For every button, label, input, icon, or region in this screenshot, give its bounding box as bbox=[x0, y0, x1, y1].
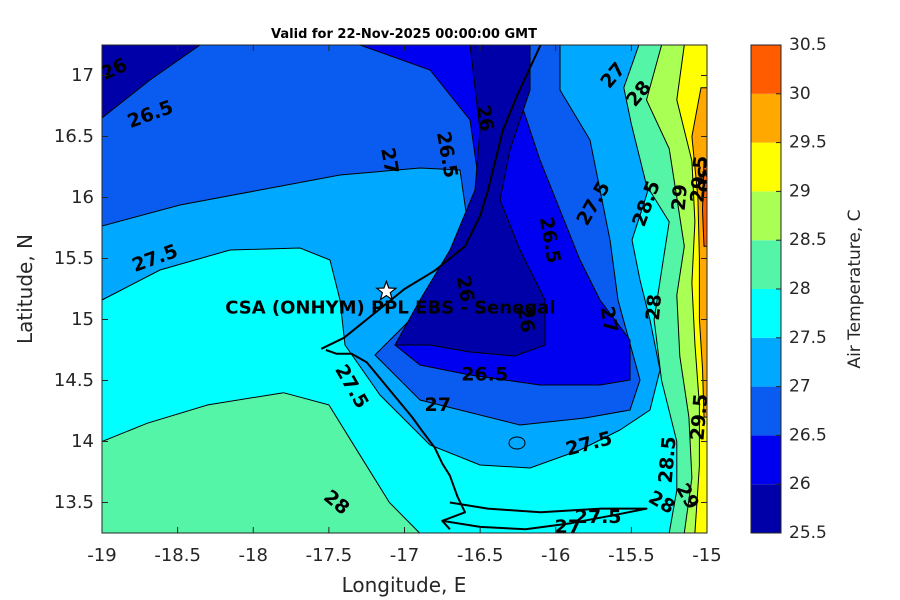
band-25-5-center bbox=[394, 45, 546, 357]
colorbar-tick-label: 27 bbox=[789, 377, 811, 397]
colorbar-swatch bbox=[751, 191, 781, 241]
contour-label: 28.5 bbox=[655, 435, 681, 484]
colorbar-tick-label: 27.5 bbox=[789, 328, 827, 348]
colorbar-swatch bbox=[751, 45, 781, 94]
y-tick-label: 14.5 bbox=[54, 370, 94, 391]
colorbar-tick-label: 26.5 bbox=[789, 425, 827, 445]
country-border bbox=[320, 45, 542, 350]
contour-label: 27.5 bbox=[575, 506, 622, 528]
contour-label: 26 bbox=[472, 103, 498, 133]
colorbar-label: Air Temperature, C bbox=[845, 209, 865, 368]
colorbar-tick-label: 28.5 bbox=[789, 230, 827, 250]
band-25-5-north bbox=[102, 45, 201, 119]
colorbar: 25.5 26 26.5 27 27.5 28 28.5 29 29.5 30 30.5 bbox=[750, 35, 827, 543]
colorbar-tick-label: 30.5 bbox=[789, 35, 827, 55]
contour-band-28 bbox=[102, 392, 421, 533]
contour-label: 27 bbox=[425, 394, 451, 416]
coastline bbox=[325, 349, 466, 530]
chart-title: Valid for 22-Nov-2025 00:00:00 GMT bbox=[271, 27, 537, 42]
colorbar-swatch bbox=[751, 435, 781, 485]
x-tick-label: -15 bbox=[692, 545, 721, 566]
x-tick-label: -19 bbox=[87, 545, 116, 566]
contour-label: 30 bbox=[693, 166, 715, 192]
y-axis-label: Latitude, N bbox=[13, 234, 37, 344]
colorbar-tick-label: 29.5 bbox=[789, 133, 827, 153]
x-tick-label: -17.5 bbox=[306, 545, 353, 566]
contour-label: 29 bbox=[668, 183, 692, 211]
site-star-icon bbox=[375, 279, 398, 301]
colorbar-tick-label: 26 bbox=[789, 474, 811, 494]
site-label: CSA (ONHYM) PPL EBS - Senegal bbox=[225, 297, 555, 318]
y-tick-label: 17 bbox=[71, 65, 94, 86]
contour-label: 26 bbox=[452, 274, 478, 304]
x-tick-label: -15.5 bbox=[608, 545, 655, 566]
contour-label: 26 bbox=[512, 305, 538, 335]
colorbar-swatch bbox=[751, 484, 781, 533]
y-tick-label: 16.5 bbox=[54, 126, 94, 147]
gambia-outline bbox=[442, 501, 648, 531]
y-tick-label: 15 bbox=[71, 309, 94, 330]
contour-label: 29.5 bbox=[686, 155, 712, 204]
contour-label: 27 bbox=[555, 516, 581, 538]
x-tick-label: -16.5 bbox=[457, 545, 504, 566]
y-tick-label: 16 bbox=[71, 187, 94, 208]
colorbar-tick-label: 28 bbox=[789, 279, 811, 299]
colorbar-swatch bbox=[751, 337, 781, 387]
colorbar-tick-label: 25.5 bbox=[789, 523, 827, 543]
colorbar-swatch bbox=[751, 142, 781, 192]
contour-island bbox=[508, 436, 526, 450]
x-tick-label: -17 bbox=[390, 545, 419, 566]
y-tick-label: 15.5 bbox=[54, 248, 94, 269]
colorbar-tick-label: 29 bbox=[789, 181, 811, 201]
x-tick-label: -18.5 bbox=[154, 545, 201, 566]
x-tick-label: -18 bbox=[239, 545, 268, 566]
colorbar-swatch bbox=[751, 240, 781, 289]
colorbar-tick-label: 30 bbox=[789, 84, 811, 104]
contour-label: 26.5 bbox=[461, 363, 508, 385]
colorbar-swatch bbox=[751, 93, 781, 143]
colorbar-swatch bbox=[751, 386, 781, 436]
y-tick-label: 14 bbox=[71, 431, 94, 452]
x-axis-label: Longitude, E bbox=[342, 573, 467, 597]
colorbar-swatch bbox=[751, 289, 781, 338]
contour-label: 28 bbox=[642, 293, 666, 321]
x-tick-label: -16 bbox=[541, 545, 570, 566]
contour-label: 27 bbox=[596, 305, 622, 335]
contour-label: 29.5 bbox=[686, 393, 712, 442]
y-tick-label: 13.5 bbox=[54, 492, 94, 513]
contour-label: 27 bbox=[376, 146, 402, 176]
